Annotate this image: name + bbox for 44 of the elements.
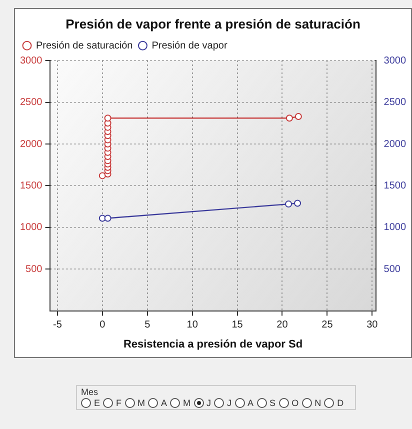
point	[294, 112, 302, 120]
legend-label: Presión de vapor	[152, 40, 228, 52]
text: J	[206, 398, 212, 408]
x-tick-label: 5	[144, 320, 151, 331]
y2-tick-label: 1000	[384, 222, 406, 234]
text: A	[161, 398, 168, 408]
chart-title: Presión de vapor frente a presión de saturación	[66, 16, 360, 32]
point	[294, 200, 302, 207]
y-tick-label: 2500	[20, 97, 43, 108]
y-tick-label: 1500	[20, 180, 43, 192]
text: S	[270, 398, 276, 408]
y2-tick-label: 3000	[384, 55, 406, 66]
text: O	[292, 398, 299, 408]
x-axis-title: Resistencia a presión de vapor Sd	[123, 338, 303, 350]
text: M	[138, 398, 146, 408]
text: M	[183, 398, 191, 408]
text: N	[314, 398, 322, 408]
y2-tick-label: 500	[384, 264, 401, 275]
legend-label: Presión de saturación	[36, 40, 133, 52]
x-tick-label: 10	[186, 320, 198, 331]
point	[104, 214, 112, 222]
y2-tick-label: 2500	[384, 97, 406, 108]
y-tick-label: 500	[26, 264, 43, 275]
y-tick-label: 1000	[20, 222, 43, 234]
x-tick-label: -5	[52, 320, 62, 331]
text: Mes	[81, 387, 100, 397]
text: E	[94, 398, 100, 408]
x-tick-label: 20	[276, 320, 288, 331]
x-tick-label: 30	[366, 320, 378, 331]
x-tick-label: 0	[100, 320, 106, 331]
y2-tick-label: 1500	[384, 180, 406, 192]
point	[285, 200, 292, 208]
text: F	[116, 398, 122, 408]
point	[104, 114, 112, 122]
y-tick-label: 2000	[20, 138, 43, 150]
text: J	[227, 398, 232, 408]
x-tick-label: 15	[232, 320, 244, 331]
point	[98, 172, 106, 180]
point	[286, 114, 293, 122]
text: D	[337, 398, 344, 408]
y-tick-label: 3000	[20, 55, 43, 66]
x-tick-label: 25	[322, 320, 334, 331]
text: A	[248, 398, 254, 408]
y2-tick-label: 2000	[384, 138, 406, 150]
